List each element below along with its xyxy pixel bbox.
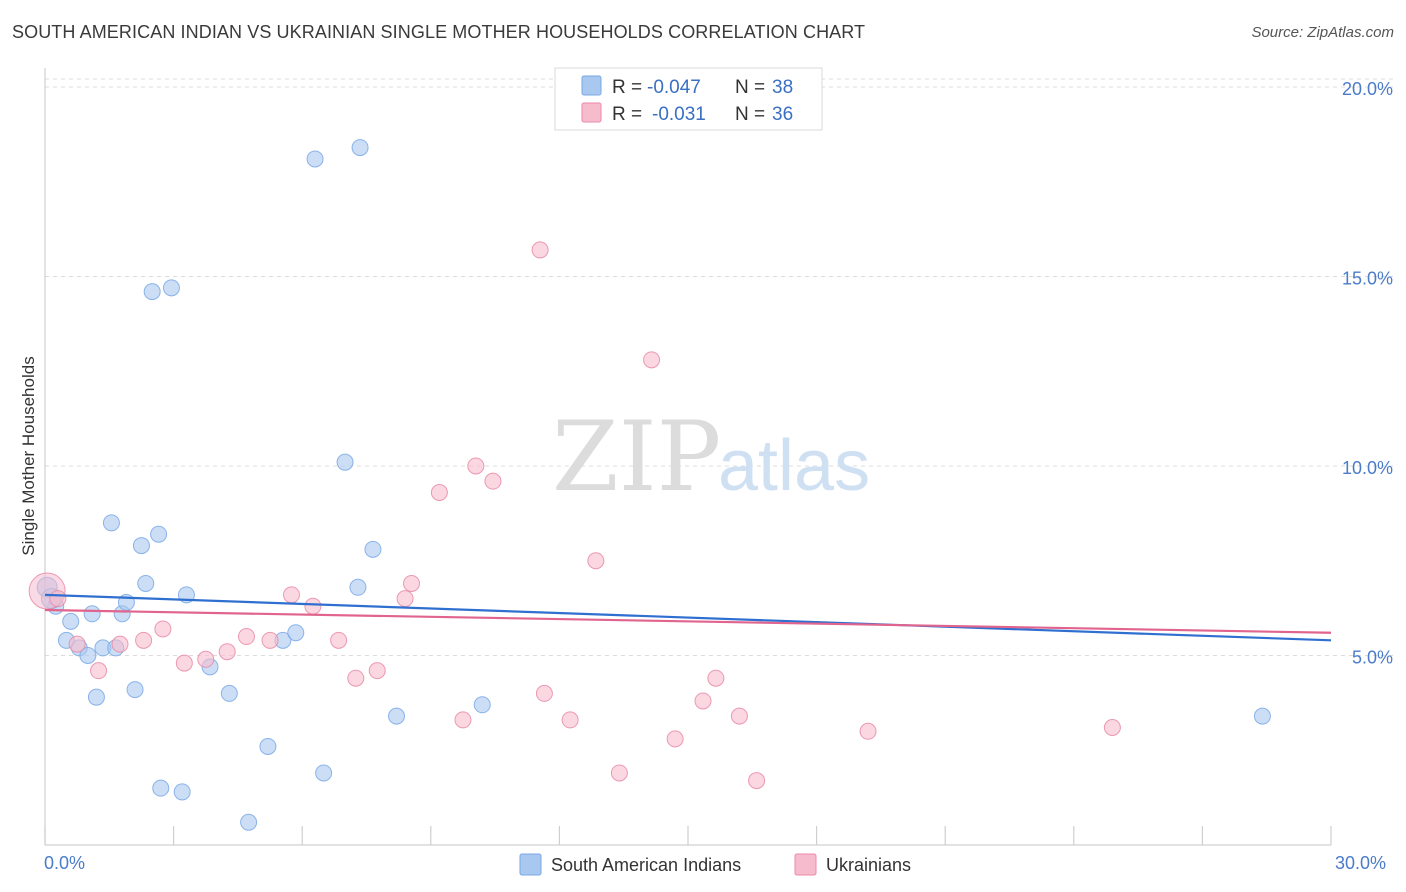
watermark: ZIP atlas — [552, 401, 870, 513]
data-point — [287, 624, 305, 642]
series-ukrainians — [28, 104, 1121, 790]
data-point — [62, 612, 80, 630]
data-point — [126, 681, 144, 699]
data-point — [237, 628, 255, 646]
data-point — [197, 650, 215, 668]
data-point — [132, 537, 150, 555]
data-point — [150, 525, 168, 543]
data-point — [388, 707, 406, 725]
data-point — [694, 692, 712, 710]
trend-line-south-american-indians — [44, 593, 1332, 642]
bottom-legend-swatch-south-american-indians — [519, 853, 542, 876]
data-point — [162, 279, 180, 297]
bottom-legend: South American Indians Ukrainians — [519, 853, 911, 876]
y-tick-label: 10.0% — [1342, 458, 1393, 478]
data-point — [351, 139, 369, 157]
data-point — [403, 574, 421, 592]
data-point — [347, 669, 365, 687]
y-axis-label: Single Mother Households — [19, 356, 38, 555]
legend-r-value-1: -0.047 — [647, 77, 701, 98]
legend-n-value-1: 38 — [772, 77, 793, 98]
x-tick-label-start: 0.0% — [44, 853, 85, 873]
data-points — [28, 104, 1271, 831]
data-point — [90, 662, 108, 680]
data-point — [152, 779, 170, 797]
chart-source: Source: ZipAtlas.com — [1251, 24, 1394, 41]
data-point — [467, 457, 485, 475]
data-point — [535, 684, 553, 702]
data-point — [175, 654, 193, 672]
data-point — [137, 574, 155, 592]
legend-r-label-1: R = — [612, 77, 647, 98]
data-point — [531, 241, 549, 259]
data-point — [748, 772, 766, 790]
bottom-legend-label-south-american-indians: South American Indians — [551, 855, 741, 875]
top-legend: R = -0.047 N = 38 R = -0.031 N = 36 — [554, 67, 823, 131]
legend-n-value-2: 36 — [772, 104, 793, 125]
data-point — [859, 722, 877, 740]
data-point — [730, 707, 748, 725]
data-point — [707, 669, 725, 687]
data-point — [484, 472, 502, 490]
data-point — [349, 578, 367, 596]
legend-n-label-2: N = — [735, 104, 770, 125]
data-point — [315, 764, 333, 782]
bottom-legend-swatch-ukrainians — [794, 853, 817, 876]
data-point — [473, 696, 491, 714]
data-point — [79, 646, 97, 664]
x-tick-label-end: 30.0% — [1335, 853, 1386, 873]
data-point — [561, 711, 579, 729]
data-point — [83, 605, 101, 623]
y-tick-label: 15.0% — [1342, 268, 1393, 288]
bottom-legend-label-ukrainians: Ukrainians — [826, 855, 911, 875]
legend-n-label-1: N = — [735, 77, 770, 98]
data-point — [220, 684, 238, 702]
data-point — [1103, 719, 1121, 737]
legend-r-label-2: R = — [612, 104, 647, 125]
data-point — [154, 620, 172, 638]
legend-swatch-south-american-indians — [581, 75, 602, 96]
data-point — [87, 688, 105, 706]
data-point — [173, 783, 191, 801]
data-point — [261, 631, 279, 649]
data-point — [240, 813, 258, 831]
chart-title: SOUTH AMERICAN INDIAN VS UKRAINIAN SINGL… — [12, 22, 866, 42]
data-point — [68, 635, 86, 653]
data-point — [364, 540, 382, 558]
data-point — [610, 764, 628, 782]
data-point — [143, 283, 161, 301]
data-point — [306, 150, 324, 168]
data-point — [666, 730, 684, 748]
trend-lines — [44, 593, 1332, 642]
y-tick-labels: 5.0% 10.0% 15.0% 20.0% — [1342, 79, 1393, 668]
y-tick-label: 5.0% — [1352, 647, 1393, 667]
data-point — [102, 514, 120, 532]
trend-line-ukrainians — [44, 608, 1332, 634]
data-point — [430, 484, 448, 502]
grid-lines — [45, 78, 1395, 656]
data-point — [304, 597, 322, 615]
data-point — [282, 586, 300, 604]
data-point — [336, 453, 354, 471]
legend-r-value-2: -0.031 — [652, 104, 706, 125]
data-point — [368, 662, 386, 680]
y-tick-label: 20.0% — [1342, 79, 1393, 99]
data-point — [587, 552, 605, 570]
data-point — [1253, 707, 1271, 725]
legend-swatch-ukrainians — [581, 102, 602, 123]
data-point — [135, 631, 153, 649]
x-ticks — [44, 826, 1332, 845]
data-point — [330, 631, 348, 649]
data-point — [218, 643, 236, 661]
data-point — [259, 737, 277, 755]
data-point — [111, 635, 129, 653]
watermark-atlas: atlas — [718, 426, 870, 506]
watermark-zip: ZIP — [552, 401, 721, 513]
data-point — [643, 351, 661, 369]
data-point — [396, 590, 414, 608]
data-point — [454, 711, 472, 729]
data-point — [49, 590, 67, 608]
